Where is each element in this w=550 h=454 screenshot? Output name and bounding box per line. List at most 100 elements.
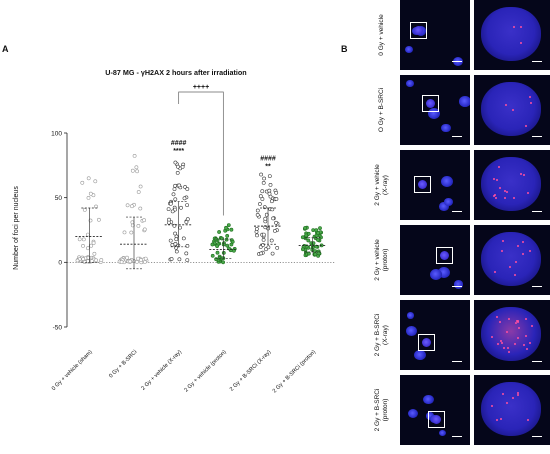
zoomed-nucleus bbox=[481, 232, 541, 286]
data-point bbox=[217, 230, 222, 234]
cell-nucleus bbox=[423, 395, 434, 405]
data-point bbox=[93, 179, 98, 184]
data-point bbox=[255, 208, 260, 213]
gamma-h2ax-focus bbox=[515, 322, 518, 325]
data-point bbox=[88, 191, 93, 196]
gamma-h2ax-focus bbox=[498, 186, 501, 189]
data-series: ****####**####++++ bbox=[75, 84, 327, 270]
data-point bbox=[166, 220, 171, 225]
data-point bbox=[175, 164, 180, 169]
data-point bbox=[255, 212, 260, 217]
panel-a-letter: A bbox=[2, 44, 9, 54]
data-point bbox=[210, 242, 215, 247]
zoom-region-box bbox=[436, 247, 453, 264]
data-point bbox=[169, 257, 174, 261]
axes: -50 0 50 100 bbox=[51, 130, 335, 331]
y-tick-label: 50 bbox=[55, 195, 63, 202]
data-point bbox=[267, 191, 272, 196]
overview-micrograph bbox=[400, 75, 470, 145]
gamma-h2ax-focus bbox=[494, 271, 496, 274]
foci-scatter-chart: U-87 MG - γH2AX 2 hours after irradiatio… bbox=[13, 68, 335, 394]
gamma-h2ax-focus bbox=[512, 197, 515, 200]
microscopy-row: 2 Gy + B-SRCi (X-ray) bbox=[366, 300, 550, 370]
gamma-h2ax-focus bbox=[517, 320, 520, 323]
zoom-region-box bbox=[410, 22, 427, 39]
data-point bbox=[182, 196, 187, 201]
data-point bbox=[260, 197, 265, 201]
row-label-line: 2 Gy + B-SRCi bbox=[374, 388, 381, 432]
gamma-h2ax-focus bbox=[502, 347, 505, 350]
data-point bbox=[136, 223, 141, 228]
gamma-h2ax-focus bbox=[516, 245, 519, 248]
data-point bbox=[185, 203, 190, 208]
data-point bbox=[215, 244, 220, 249]
scale-bar bbox=[452, 210, 462, 212]
gamma-h2ax-focus bbox=[520, 25, 523, 28]
boxed-nucleus bbox=[414, 26, 423, 35]
data-point bbox=[300, 247, 305, 252]
row-label-line: (proton) bbox=[382, 398, 389, 422]
x-tick-label: 2 Gy + B-SRCi (X-ray) bbox=[229, 349, 273, 393]
data-point bbox=[255, 233, 259, 238]
gamma-h2ax-focus bbox=[517, 393, 520, 396]
data-point bbox=[130, 220, 135, 225]
zoomed-nucleus bbox=[481, 7, 541, 61]
data-point bbox=[90, 259, 94, 264]
data-point bbox=[175, 170, 180, 175]
data-point bbox=[259, 172, 264, 177]
data-point bbox=[269, 199, 274, 204]
microscopy-row: O Gy + B-SRCi bbox=[366, 75, 550, 145]
row-label-text: 2 Gy + vehicle (proton) bbox=[374, 239, 390, 280]
row-label-line: 2 Gy + vehicle bbox=[374, 239, 381, 281]
gamma-h2ax-focus bbox=[503, 189, 506, 192]
data-point bbox=[129, 230, 134, 235]
data-point bbox=[262, 176, 267, 181]
data-point bbox=[174, 237, 179, 242]
gamma-h2ax-focus bbox=[523, 343, 526, 346]
x-tick-label: 2 Gy + B-SRCi (proton) bbox=[272, 349, 317, 394]
gamma-h2ax-focus bbox=[514, 342, 517, 345]
row-label: 2 Gy + vehicle (X-ray) bbox=[366, 150, 398, 220]
y-tick-label: 100 bbox=[51, 130, 62, 137]
data-point bbox=[179, 205, 183, 210]
row-label-line: (proton) bbox=[382, 248, 389, 272]
data-point bbox=[132, 154, 137, 158]
row-label-line: (X-ray) bbox=[382, 325, 389, 345]
gamma-h2ax-focus bbox=[523, 173, 526, 176]
data-point bbox=[173, 197, 178, 202]
row-label-line: 2 Gy + B-SRCi bbox=[374, 313, 381, 357]
row-label-text: 2 Gy + B-SRCi (proton) bbox=[374, 389, 390, 432]
cell-nucleus bbox=[453, 280, 464, 290]
boxed-nucleus bbox=[440, 251, 449, 260]
data-point bbox=[135, 169, 140, 174]
data-point bbox=[181, 236, 186, 241]
data-point bbox=[272, 228, 277, 233]
data-point bbox=[274, 220, 278, 225]
data-point bbox=[77, 237, 82, 242]
data-point bbox=[138, 184, 143, 189]
boxed-nucleus bbox=[418, 180, 427, 189]
data-point bbox=[136, 256, 141, 261]
gamma-h2ax-focus bbox=[505, 331, 508, 334]
gamma-h2ax-focus bbox=[501, 240, 504, 243]
data-point bbox=[261, 180, 266, 185]
zoomed-nucleus bbox=[481, 382, 541, 436]
data-point bbox=[173, 160, 178, 165]
cell-nucleus bbox=[438, 429, 446, 437]
gamma-h2ax-focus bbox=[507, 350, 510, 353]
gamma-h2ax-focus bbox=[504, 196, 507, 199]
data-point bbox=[180, 165, 185, 169]
gamma-h2ax-focus bbox=[512, 26, 515, 29]
gamma-h2ax-focus bbox=[495, 178, 498, 181]
data-point bbox=[274, 197, 279, 201]
data-point bbox=[75, 258, 80, 263]
gamma-h2ax-focus bbox=[527, 419, 530, 422]
data-point bbox=[170, 209, 175, 214]
row-label-line: 0 Gy + vehicle bbox=[378, 14, 385, 56]
data-point bbox=[268, 182, 273, 187]
zoomed-micrograph bbox=[474, 375, 550, 445]
data-point bbox=[303, 226, 308, 230]
gamma-h2ax-focus bbox=[529, 102, 532, 105]
gamma-h2ax-focus bbox=[507, 346, 510, 349]
gamma-h2ax-focus bbox=[528, 96, 531, 99]
